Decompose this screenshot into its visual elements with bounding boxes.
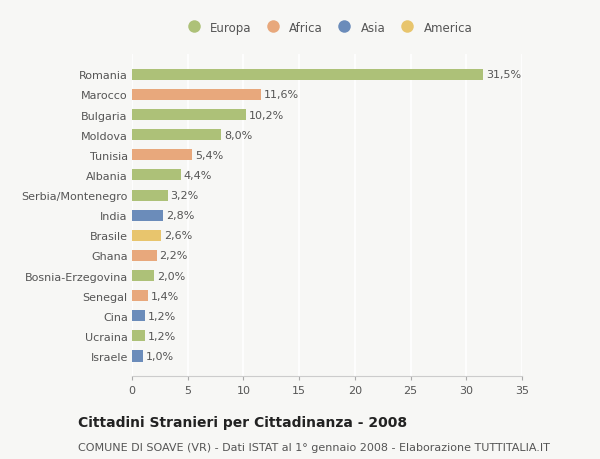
Bar	[132, 90, 261, 101]
Bar	[132, 351, 143, 362]
Bar	[132, 230, 161, 241]
Text: 2,8%: 2,8%	[166, 211, 194, 221]
Text: 8,0%: 8,0%	[224, 130, 252, 140]
Text: 4,4%: 4,4%	[184, 171, 212, 180]
Text: 11,6%: 11,6%	[264, 90, 299, 100]
Text: Cittadini Stranieri per Cittadinanza - 2008: Cittadini Stranieri per Cittadinanza - 2…	[78, 415, 407, 429]
Text: 2,6%: 2,6%	[164, 231, 192, 241]
Bar	[132, 110, 245, 121]
Bar	[132, 210, 163, 221]
Bar	[132, 270, 154, 281]
Text: 2,0%: 2,0%	[157, 271, 185, 281]
Bar	[132, 70, 483, 81]
Bar	[132, 150, 192, 161]
Text: 3,2%: 3,2%	[170, 190, 199, 201]
Text: 1,2%: 1,2%	[148, 331, 176, 341]
Bar	[132, 170, 181, 181]
Bar	[132, 250, 157, 262]
Legend: Europa, Africa, Asia, America: Europa, Africa, Asia, America	[179, 19, 475, 37]
Text: 5,4%: 5,4%	[195, 151, 223, 161]
Text: 1,2%: 1,2%	[148, 311, 176, 321]
Bar	[132, 330, 145, 341]
Text: 10,2%: 10,2%	[248, 110, 284, 120]
Text: 2,2%: 2,2%	[160, 251, 188, 261]
Bar	[132, 190, 167, 201]
Text: 1,0%: 1,0%	[146, 351, 174, 361]
Text: 31,5%: 31,5%	[486, 70, 521, 80]
Bar	[132, 130, 221, 141]
Text: COMUNE DI SOAVE (VR) - Dati ISTAT al 1° gennaio 2008 - Elaborazione TUTTITALIA.I: COMUNE DI SOAVE (VR) - Dati ISTAT al 1° …	[78, 442, 550, 452]
Bar	[132, 311, 145, 322]
Bar	[132, 291, 148, 302]
Text: 1,4%: 1,4%	[151, 291, 179, 301]
